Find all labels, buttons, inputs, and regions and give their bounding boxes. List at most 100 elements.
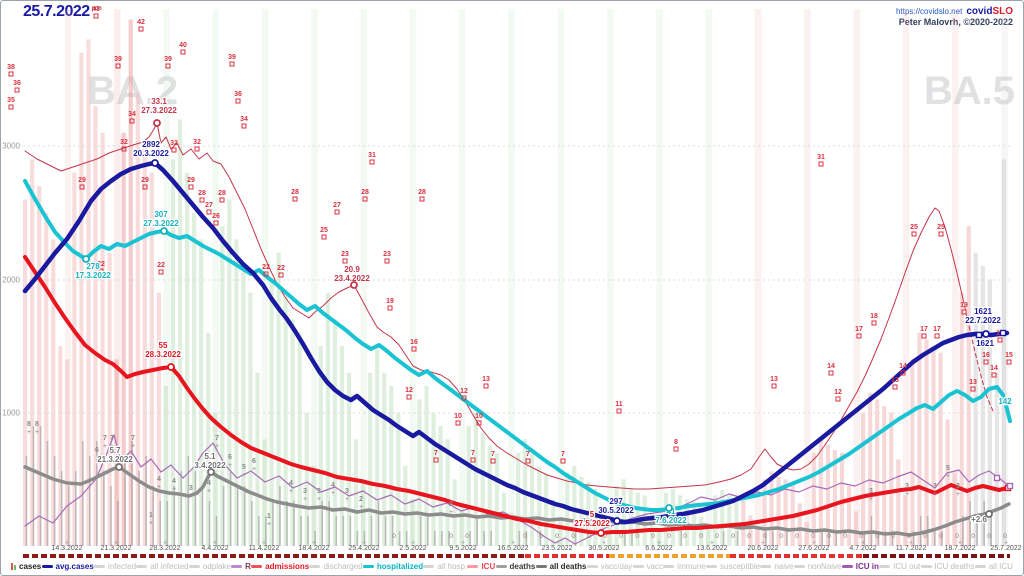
case-bar xyxy=(515,452,521,546)
svg-text:+: + xyxy=(449,509,453,516)
x-axis-date: 18.7.2022 xyxy=(944,545,976,552)
legend-item-label: R xyxy=(245,561,251,571)
phase-ribbon-segment xyxy=(863,554,1010,558)
callout-label: 142 xyxy=(998,397,1012,406)
svg-text:17: 17 xyxy=(920,326,928,333)
legend-line-swatch xyxy=(188,564,200,568)
legend-item-avg-cases[interactable]: avg.cases xyxy=(41,562,94,571)
x-axis-date: 25.7.2022 xyxy=(990,545,1022,552)
legend-item-label: nonNaive xyxy=(807,561,842,571)
legend-item-all-infected[interactable]: all infected xyxy=(136,562,189,571)
legend-line-swatch xyxy=(879,564,891,568)
svg-text:7: 7 xyxy=(471,450,475,457)
legend-item-icu-out[interactable]: ICU out xyxy=(879,562,920,571)
case-bar xyxy=(691,502,697,546)
legend-item-hospitalized[interactable]: hospitalized xyxy=(362,562,423,571)
legend-item-susceptible[interactable]: susceptible xyxy=(706,562,760,571)
case-bar xyxy=(734,498,739,546)
legend-item-all-icu[interactable]: all ICU xyxy=(974,562,1013,571)
svg-text:+: + xyxy=(869,496,873,503)
legend-item-vacc-day[interactable]: vacc/day xyxy=(586,561,633,571)
svg-text:4: 4 xyxy=(172,478,176,485)
svg-text:0: 0 xyxy=(987,533,991,540)
svg-text:1: 1 xyxy=(267,513,271,520)
legend-item-icu-deaths[interactable]: ICU deaths xyxy=(920,561,975,571)
legend-item-infected[interactable]: infected xyxy=(94,562,136,571)
svg-text:10: 10 xyxy=(475,413,483,420)
case-bar xyxy=(846,486,852,546)
callout-label: 28.3.2022 xyxy=(145,350,181,359)
case-bar xyxy=(811,452,816,546)
legend-item-label: ICU deaths xyxy=(934,561,975,571)
daily-cases-bars xyxy=(23,19,1007,547)
legend-item-discharged[interactable]: discharged xyxy=(309,562,363,571)
svg-text:39: 39 xyxy=(164,56,172,63)
svg-text:29: 29 xyxy=(141,177,149,184)
legend-line-swatch xyxy=(251,564,263,568)
callout-label: 5.7 xyxy=(109,446,121,455)
svg-text:7: 7 xyxy=(561,451,565,458)
svg-text:4: 4 xyxy=(157,476,161,483)
svg-text:+: + xyxy=(213,540,217,547)
phase-ribbon-segment xyxy=(730,554,863,558)
case-bar xyxy=(480,432,485,546)
svg-text:39: 39 xyxy=(114,56,122,63)
x-axis-ticks: + + + + + + + + + + + + + + + + + + + + xyxy=(65,540,1008,547)
svg-text:+: + xyxy=(710,540,714,547)
site-url-link[interactable]: https://covidslo.net xyxy=(896,7,963,16)
legend-item-cases[interactable]: cases xyxy=(11,562,41,571)
svg-text:+: + xyxy=(228,462,232,469)
svg-text:11: 11 xyxy=(615,401,623,408)
legend-item-admissions[interactable]: admissions xyxy=(251,562,309,571)
svg-text:22: 22 xyxy=(97,261,105,268)
svg-text:3: 3 xyxy=(956,483,960,490)
case-bar xyxy=(748,515,753,546)
svg-text:+: + xyxy=(189,493,193,500)
legend-item-label: all hosp. xyxy=(437,561,468,571)
legend-item-deaths[interactable]: deaths xyxy=(495,562,535,571)
svg-text:5: 5 xyxy=(242,464,246,471)
case-bar xyxy=(353,439,359,546)
svg-text:3: 3 xyxy=(189,485,193,492)
legend-item-label: vacc/day xyxy=(600,561,633,571)
svg-text:40: 40 xyxy=(179,42,187,49)
svg-text:0: 0 xyxy=(1003,533,1007,540)
site-credits: https://covidslo.net covidSLO Peter Malov… xyxy=(896,4,1013,28)
case-bar xyxy=(896,459,901,546)
legend-item-nonnaive[interactable]: nonNaive xyxy=(793,561,842,571)
legend-item-odplake[interactable]: odplake xyxy=(188,562,231,571)
legend-line-swatch xyxy=(793,564,805,568)
svg-text:+: + xyxy=(95,455,99,462)
svg-text:32: 32 xyxy=(193,139,201,146)
legend-item-vacc[interactable]: vacc xyxy=(632,562,663,571)
svg-text:3: 3 xyxy=(933,483,937,490)
svg-text:28: 28 xyxy=(218,190,226,197)
case-bar xyxy=(375,346,380,546)
svg-text:12: 12 xyxy=(460,388,468,395)
svg-text:+: + xyxy=(1004,540,1008,547)
svg-text:+: + xyxy=(602,540,606,547)
callout-label: 20.3.2022 xyxy=(133,149,169,158)
case-bar xyxy=(487,446,492,546)
legend-item-all-hosp-[interactable]: all hosp. xyxy=(423,562,467,571)
case-bar xyxy=(551,499,556,546)
callout-label: 1621 xyxy=(974,307,992,316)
legend-line-swatch xyxy=(663,564,675,568)
case-bar xyxy=(677,495,683,546)
svg-text:+: + xyxy=(317,496,321,503)
legend-item-icu[interactable]: ICU xyxy=(467,562,495,571)
legend-line-swatch xyxy=(467,564,479,568)
legend-item-all-deaths[interactable]: all deaths xyxy=(535,562,586,571)
legend-item-r[interactable]: R xyxy=(231,562,251,571)
case-bar xyxy=(656,528,661,546)
svg-text:31: 31 xyxy=(368,152,376,159)
case-bar xyxy=(924,339,929,546)
case-bar xyxy=(410,499,415,546)
svg-text:16: 16 xyxy=(982,352,990,359)
legend-item-naive[interactable]: naive xyxy=(760,562,793,571)
x-axis-date: 23.5.2022 xyxy=(541,545,573,552)
legend-item-icu-in[interactable]: ICU in xyxy=(841,562,879,571)
legend-item-immune[interactable]: immune xyxy=(663,562,706,571)
series-line-admissions xyxy=(23,255,1009,535)
